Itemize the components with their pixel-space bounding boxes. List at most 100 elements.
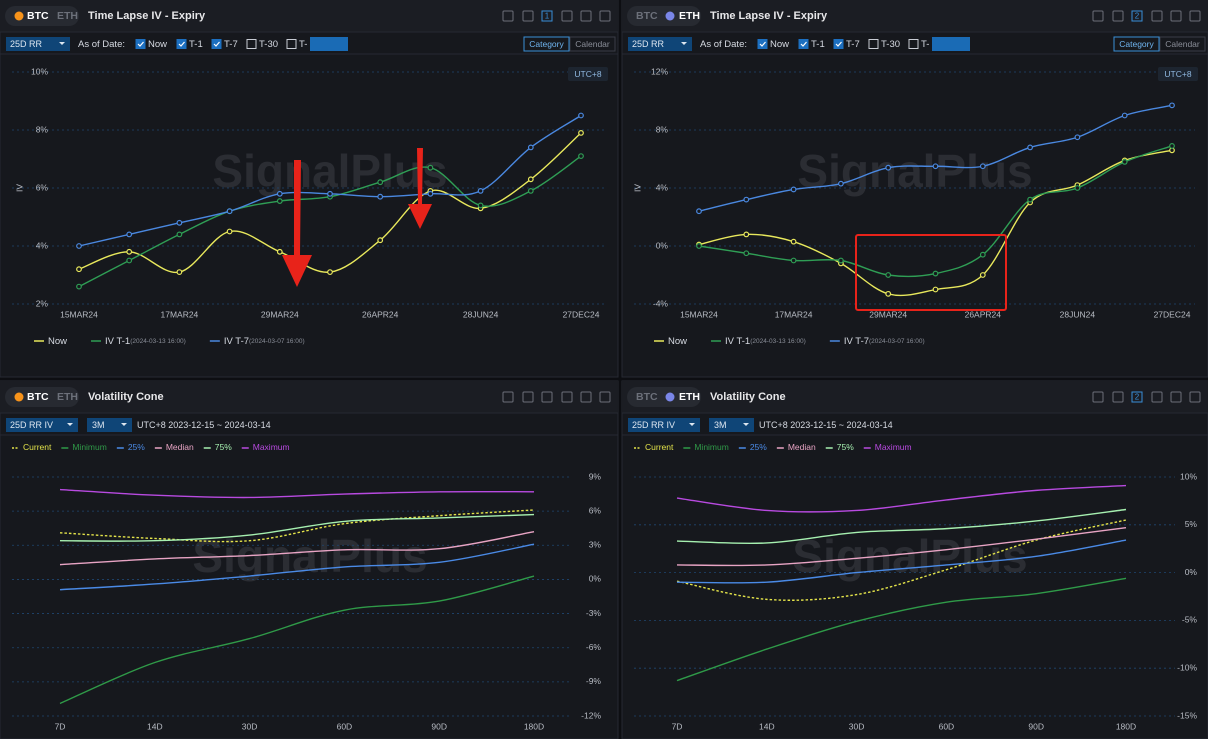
- view-toggle[interactable]: [523, 36, 570, 52]
- checkbox-label[interactable]: T-30: [259, 39, 278, 50]
- legend-entry[interactable]: Minimum: [72, 442, 106, 452]
- header-icon[interactable]: [580, 391, 592, 403]
- checkbox-label[interactable]: T-30: [881, 39, 900, 50]
- checkbox-label[interactable]: T-7: [846, 39, 860, 50]
- panel: BTC ETH Time Lapse IV - Expiry 1 25D RR As of…: [0, 0, 619, 378]
- legend-entry[interactable]: 25%: [750, 442, 767, 452]
- view-toggle[interactable]: [1113, 36, 1160, 52]
- selector-label[interactable]: 25D RR IV: [10, 420, 53, 430]
- header-icon[interactable]: [1092, 391, 1104, 403]
- legend-entry[interactable]: 75%: [837, 442, 854, 452]
- coin-tab[interactable]: BTC: [636, 10, 658, 22]
- coin-tab[interactable]: ETH: [57, 391, 78, 403]
- custom-date-input[interactable]: [932, 37, 970, 51]
- header-icon[interactable]: [1189, 10, 1201, 22]
- header-icon[interactable]: [522, 10, 534, 22]
- checkbox-label[interactable]: T-1: [811, 39, 825, 50]
- legend-entry[interactable]: Median: [788, 442, 816, 452]
- selector-label[interactable]: 25D RR IV: [632, 420, 675, 430]
- x-tick-label: 15MAR24: [60, 309, 98, 319]
- view-toggle-label[interactable]: Category: [529, 39, 564, 49]
- header-icon[interactable]: [1151, 10, 1163, 22]
- checkbox-label[interactable]: T-: [299, 39, 307, 50]
- header-icon[interactable]: [541, 391, 553, 403]
- checkbox[interactable]: [211, 39, 222, 49]
- legend-entry[interactable]: IV T-1(2024-03-13 16:00): [725, 336, 806, 347]
- coin-tab[interactable]: BTC: [636, 391, 658, 403]
- header-icon[interactable]: [502, 10, 514, 22]
- legend-entry[interactable]: Now: [48, 336, 67, 347]
- legend-entry[interactable]: Median: [166, 442, 194, 452]
- legend-entry[interactable]: IV T-7(2024-03-07 16:00): [224, 336, 305, 347]
- y-tick-label: 0%: [1185, 567, 1198, 577]
- checkbox[interactable]: [868, 39, 879, 49]
- checkbox-label[interactable]: Now: [148, 39, 167, 50]
- view-toggle-label[interactable]: Calendar: [575, 39, 610, 49]
- header-icon[interactable]: [502, 391, 514, 403]
- checkbox[interactable]: [757, 39, 768, 49]
- period-selector[interactable]: [709, 418, 754, 432]
- badge[interactable]: 2: [1135, 393, 1140, 402]
- coin-tab[interactable]: BTC: [27, 10, 49, 22]
- header-icon[interactable]: [1112, 391, 1124, 403]
- coin-tab[interactable]: ETH: [57, 10, 78, 22]
- legend-entry[interactable]: 25%: [128, 442, 145, 452]
- data-point: [176, 231, 183, 238]
- period-label[interactable]: 3M: [92, 420, 105, 430]
- view-toggle[interactable]: [569, 36, 616, 52]
- header-icon[interactable]: [580, 10, 592, 22]
- header-icon[interactable]: [561, 391, 573, 403]
- coin-tab[interactable]: ETH: [679, 10, 700, 22]
- selector[interactable]: [628, 418, 700, 432]
- header-icon[interactable]: [1189, 391, 1201, 403]
- coin-switch: [627, 387, 701, 407]
- checkbox[interactable]: [246, 39, 257, 49]
- header-icon[interactable]: [1151, 391, 1163, 403]
- coin-tab[interactable]: BTC: [27, 391, 49, 403]
- legend-entry[interactable]: Minimum: [694, 442, 728, 452]
- period-selector[interactable]: [87, 418, 132, 432]
- checkbox[interactable]: [908, 39, 919, 49]
- panel-bg: [621, 380, 1208, 739]
- selector[interactable]: [6, 37, 70, 51]
- checkbox-label[interactable]: Now: [770, 39, 789, 50]
- selector-label[interactable]: 25D RR: [10, 39, 43, 49]
- legend-entry[interactable]: Now: [668, 336, 687, 347]
- checkbox-label[interactable]: T-7: [224, 39, 238, 50]
- header-icon[interactable]: [599, 10, 611, 22]
- legend-entry[interactable]: IV T-7(2024-03-07 16:00): [844, 336, 925, 347]
- header-icon[interactable]: [1092, 10, 1104, 22]
- legend-entry[interactable]: Maximum: [253, 442, 290, 452]
- checkbox[interactable]: [798, 39, 809, 49]
- selector[interactable]: [6, 418, 78, 432]
- view-toggle-label[interactable]: Calendar: [1165, 39, 1200, 49]
- checkbox[interactable]: [286, 39, 297, 49]
- data-point: [427, 164, 434, 171]
- legend-entry[interactable]: 75%: [215, 442, 232, 452]
- legend-entry[interactable]: Current: [645, 442, 674, 452]
- legend-entry[interactable]: Maximum: [875, 442, 912, 452]
- header-icon[interactable]: [561, 10, 573, 22]
- header-icon[interactable]: [599, 391, 611, 403]
- x-tick-label: 28JUN24: [1060, 309, 1096, 319]
- badge[interactable]: 2: [1135, 12, 1140, 21]
- legend-entry[interactable]: IV T-1(2024-03-13 16:00): [105, 336, 186, 347]
- header-icon[interactable]: [1112, 10, 1124, 22]
- checkbox[interactable]: [176, 39, 187, 49]
- checkbox-label[interactable]: T-1: [189, 39, 203, 50]
- selector[interactable]: [628, 37, 692, 51]
- checkbox-label[interactable]: T-: [921, 39, 929, 50]
- header-icon[interactable]: [1170, 10, 1182, 22]
- checkbox[interactable]: [135, 39, 146, 49]
- view-toggle[interactable]: [1159, 36, 1206, 52]
- header-icon[interactable]: [1170, 391, 1182, 403]
- checkbox[interactable]: [833, 39, 844, 49]
- header-icon[interactable]: [522, 391, 534, 403]
- coin-tab[interactable]: ETH: [679, 391, 700, 403]
- view-toggle-label[interactable]: Category: [1119, 39, 1154, 49]
- badge[interactable]: 1: [545, 12, 550, 21]
- selector-label[interactable]: 25D RR: [632, 39, 665, 49]
- custom-date-input[interactable]: [310, 37, 348, 51]
- legend-entry[interactable]: Current: [23, 442, 52, 452]
- period-label[interactable]: 3M: [714, 420, 727, 430]
